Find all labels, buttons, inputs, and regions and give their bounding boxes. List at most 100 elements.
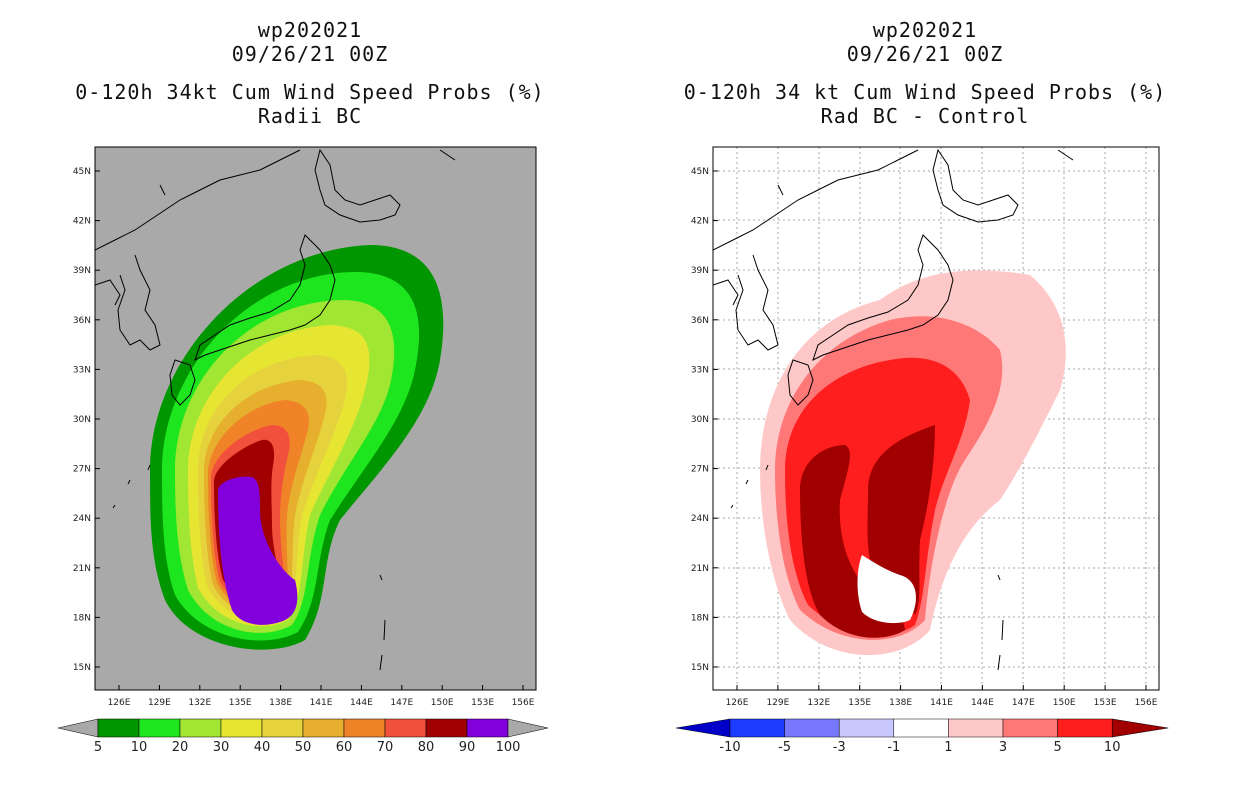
left-colorbar-label: 40 — [254, 740, 271, 755]
left-lat-label: 18N — [73, 613, 91, 623]
left-title: 0-120h 34kt Cum Wind Speed Probs (%) — [75, 80, 545, 104]
left-lat-label: 36N — [73, 316, 91, 326]
right-datetime: 09/26/21 00Z — [846, 42, 1004, 66]
right-subtitle: Rad BC - Control — [820, 104, 1030, 128]
left-lat-label: 42N — [73, 217, 91, 227]
right-colorbar-label: -1 — [887, 740, 900, 755]
left-probability-contours — [150, 245, 444, 650]
left-lat-label: 45N — [73, 167, 91, 177]
left-lat-label: 24N — [73, 514, 91, 524]
right-lat-label: 21N — [691, 564, 709, 574]
right-colorbar-swatch — [729, 718, 785, 738]
left-lat-label: 30N — [73, 415, 91, 425]
right-lat-label: 30N — [691, 415, 709, 425]
right-difference-contours — [760, 270, 1066, 656]
left-colorbar-label: 90 — [459, 740, 476, 755]
left-subtitle: Radii BC — [257, 104, 363, 128]
right-colorbar-label: 5 — [1053, 740, 1061, 755]
right-axes: 45N 42N 39N 36N 33N 30N 27N 24N 21N 18N 15N 126E 129… — [691, 167, 1158, 708]
left-colorbar-high-arrow — [507, 718, 549, 738]
left-colorbar: 5 10 20 30 40 50 60 70 80 90 100 — [57, 718, 549, 755]
left-lon-label: 144E — [350, 698, 373, 708]
right-colorbar-label: -5 — [778, 740, 791, 755]
left-colorbar-swatch — [302, 718, 345, 738]
right-lon-label: 156E — [1135, 698, 1158, 708]
right-lon-label: 129E — [766, 698, 789, 708]
right-colorbar-swatch — [784, 718, 840, 738]
right-lat-label: 27N — [691, 465, 709, 475]
left-lat-label: 39N — [73, 266, 91, 276]
right-storm-id: wp202021 — [872, 18, 978, 42]
right-lat-label: 15N — [691, 663, 709, 673]
right-lat-label: 18N — [691, 613, 709, 623]
right-colorbar-swatch — [1002, 718, 1058, 738]
left-colorbar-swatch — [384, 718, 427, 738]
left-colorbar-label: 20 — [172, 740, 189, 755]
left-lon-label: 150E — [431, 698, 454, 708]
left-title-block: wp202021 09/26/21 00Z 0-120h 34kt Cum Wi… — [50, 18, 570, 128]
left-lon-label: 141E — [310, 698, 333, 708]
left-colorbar-swatch — [97, 718, 140, 738]
right-lat-label: 45N — [691, 167, 709, 177]
left-colorbar-label: 50 — [295, 740, 312, 755]
right-map — [712, 146, 1160, 691]
right-colorbar-low-arrow — [675, 718, 731, 738]
right-colorbar-swatch — [1057, 718, 1113, 738]
left-lat-label: 21N — [73, 564, 91, 574]
right-lon-label: 135E — [848, 698, 871, 708]
right-title: 0-120h 34 kt Cum Wind Speed Probs (%) — [683, 80, 1167, 104]
right-colorbar-label: -10 — [719, 740, 740, 755]
left-lon-label: 156E — [512, 698, 535, 708]
right-lon-label: 126E — [726, 698, 749, 708]
right-lat-label: 39N — [691, 266, 709, 276]
left-colorbar-label: 30 — [213, 740, 230, 755]
left-colorbar-low-arrow — [57, 718, 99, 738]
left-colorbar-swatch — [425, 718, 468, 738]
left-lon-label: 138E — [269, 698, 292, 708]
left-lat-label: 15N — [73, 663, 91, 673]
right-lat-label: 24N — [691, 514, 709, 524]
right-title-block: wp202021 09/26/21 00Z 0-120h 34 kt Cum W… — [665, 18, 1185, 128]
left-lon-label: 147E — [390, 698, 413, 708]
left-lon-label: 153E — [471, 698, 494, 708]
right-lat-label: 36N — [691, 316, 709, 326]
left-colorbar-swatch — [343, 718, 386, 738]
right-lon-label: 141E — [930, 698, 953, 708]
left-colorbar-swatch — [466, 718, 509, 738]
left-map — [94, 146, 537, 691]
right-colorbar-label: -3 — [833, 740, 846, 755]
right-colorbar: -10 -5 -3 -1 1 3 5 10 — [675, 718, 1169, 755]
left-colorbar-label: 60 — [336, 740, 353, 755]
left-colorbar-swatch — [261, 718, 304, 738]
left-colorbar-swatch — [220, 718, 263, 738]
left-colorbar-label: 100 — [496, 740, 521, 755]
right-lon-label: 138E — [889, 698, 912, 708]
left-storm-id: wp202021 — [257, 18, 363, 42]
right-colorbar-swatch — [838, 718, 895, 738]
right-colorbar-swatch — [893, 718, 949, 738]
right-lon-label: 150E — [1053, 698, 1076, 708]
left-lat-label: 33N — [73, 365, 91, 375]
right-colorbar-high-arrow — [1111, 718, 1169, 738]
right-colorbar-label: 10 — [1104, 740, 1121, 755]
left-colorbar-label: 10 — [131, 740, 148, 755]
left-lon-label: 132E — [188, 698, 211, 708]
left-colorbar-label: 70 — [377, 740, 394, 755]
right-lat-label: 33N — [691, 365, 709, 375]
right-coastlines — [713, 148, 1074, 671]
left-lon-label: 135E — [229, 698, 252, 708]
right-colorbar-label: 3 — [999, 740, 1007, 755]
left-colorbar-swatch — [138, 718, 181, 738]
right-colorbar-label: 1 — [944, 740, 952, 755]
right-lon-label: 144E — [971, 698, 994, 708]
left-lon-label: 129E — [148, 698, 171, 708]
left-colorbar-swatch — [179, 718, 222, 738]
right-colorbar-swatch — [948, 718, 1004, 738]
right-lon-label: 147E — [1012, 698, 1035, 708]
right-lon-label: 132E — [807, 698, 830, 708]
left-datetime: 09/26/21 00Z — [231, 42, 389, 66]
left-colorbar-label: 5 — [94, 740, 102, 755]
left-coastlines — [95, 148, 456, 671]
right-lat-label: 42N — [691, 217, 709, 227]
